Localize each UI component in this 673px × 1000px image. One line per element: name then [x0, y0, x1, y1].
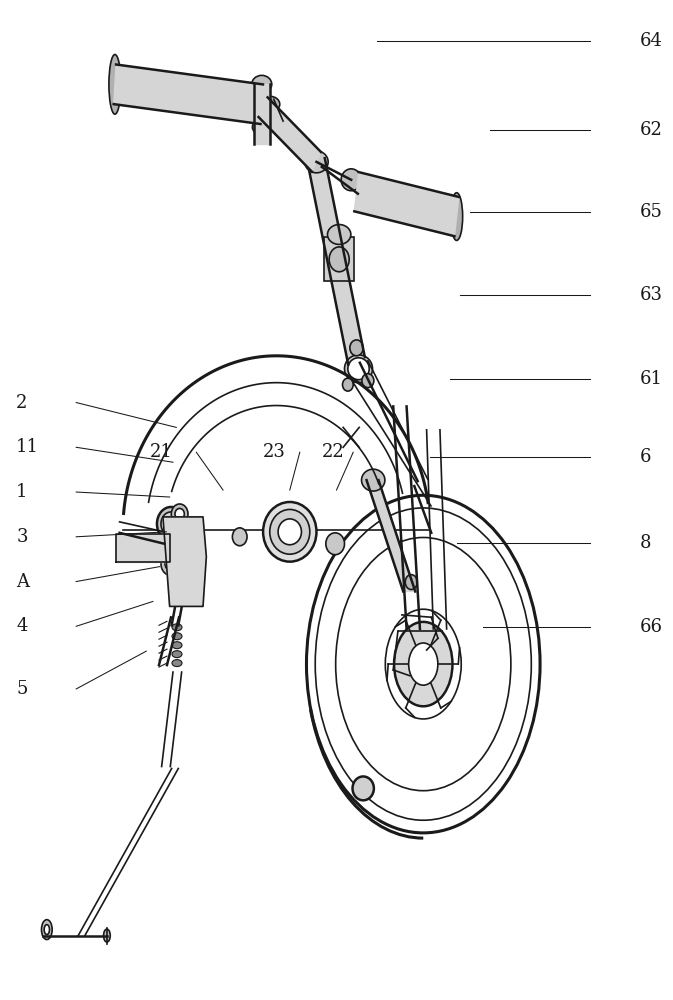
Ellipse shape [362, 374, 374, 388]
Text: 4: 4 [16, 617, 28, 635]
Ellipse shape [172, 633, 182, 640]
Text: 22: 22 [322, 443, 345, 461]
Ellipse shape [172, 504, 188, 524]
Text: 6: 6 [640, 448, 651, 466]
Ellipse shape [172, 651, 182, 658]
Text: 21: 21 [149, 443, 172, 461]
Ellipse shape [328, 225, 351, 244]
Ellipse shape [232, 528, 247, 546]
Polygon shape [367, 480, 415, 591]
Ellipse shape [172, 660, 182, 667]
Ellipse shape [348, 358, 369, 380]
Polygon shape [258, 97, 321, 172]
Polygon shape [354, 172, 459, 236]
Text: 11: 11 [16, 438, 39, 456]
Ellipse shape [263, 502, 316, 562]
Ellipse shape [184, 541, 194, 553]
Polygon shape [116, 534, 170, 562]
Ellipse shape [451, 193, 462, 240]
Polygon shape [114, 65, 263, 124]
Ellipse shape [44, 925, 50, 935]
Ellipse shape [157, 507, 185, 541]
Ellipse shape [166, 518, 176, 530]
Ellipse shape [109, 54, 121, 114]
Ellipse shape [104, 929, 110, 942]
Text: 63: 63 [640, 286, 663, 304]
Text: 66: 66 [640, 618, 663, 636]
Ellipse shape [260, 96, 280, 112]
Text: 61: 61 [640, 370, 663, 388]
Ellipse shape [161, 512, 181, 536]
Text: 65: 65 [640, 203, 663, 221]
Ellipse shape [172, 642, 182, 649]
Ellipse shape [345, 355, 373, 383]
Ellipse shape [270, 509, 310, 554]
Text: 2: 2 [16, 394, 28, 412]
Ellipse shape [278, 519, 302, 545]
Polygon shape [254, 84, 270, 144]
FancyBboxPatch shape [324, 237, 354, 281]
Text: 5: 5 [16, 680, 28, 698]
Ellipse shape [42, 920, 52, 940]
Ellipse shape [405, 575, 417, 590]
Text: 62: 62 [640, 121, 663, 139]
Ellipse shape [329, 247, 349, 272]
Ellipse shape [361, 469, 385, 491]
Ellipse shape [175, 508, 184, 519]
Ellipse shape [350, 340, 363, 356]
Ellipse shape [165, 557, 177, 571]
Text: 8: 8 [640, 534, 651, 552]
Ellipse shape [394, 622, 452, 706]
Ellipse shape [184, 581, 194, 592]
Text: 3: 3 [16, 528, 28, 546]
Text: 1: 1 [16, 483, 28, 501]
Ellipse shape [161, 552, 181, 576]
Polygon shape [308, 158, 365, 364]
Text: 23: 23 [263, 443, 286, 461]
Ellipse shape [184, 561, 194, 573]
Ellipse shape [172, 624, 182, 631]
Polygon shape [163, 517, 207, 606]
Ellipse shape [252, 75, 272, 93]
Text: 64: 64 [640, 32, 663, 50]
Ellipse shape [326, 533, 345, 555]
Ellipse shape [252, 119, 271, 135]
Ellipse shape [343, 378, 353, 391]
Text: A: A [16, 573, 29, 591]
Ellipse shape [341, 169, 361, 191]
Ellipse shape [353, 776, 374, 800]
Ellipse shape [305, 151, 328, 173]
Ellipse shape [409, 643, 438, 685]
